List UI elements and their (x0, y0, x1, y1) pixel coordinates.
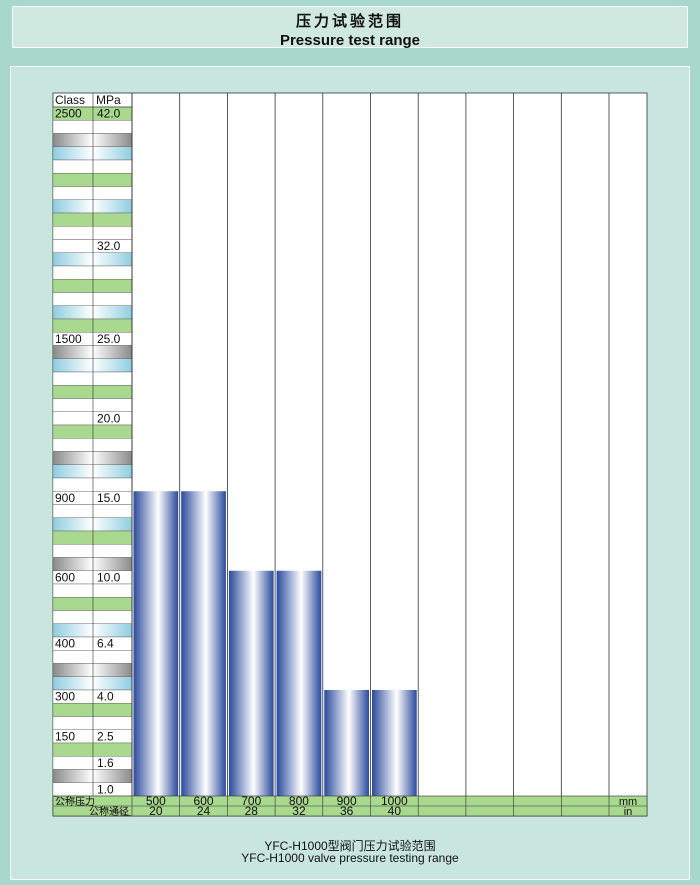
class-tick-label: 400 (55, 637, 75, 651)
scale-row (52, 173, 133, 187)
mm-label: 500 (146, 794, 166, 808)
scale-row (52, 597, 133, 611)
scale-row (52, 742, 133, 757)
mpa-tick-label: 10.0 (97, 570, 121, 584)
scale-row (52, 610, 133, 624)
mm-label: 700 (241, 794, 261, 808)
class-tick-label: 150 (55, 729, 75, 743)
scale-row (52, 212, 133, 227)
mm-label: 600 (194, 794, 214, 808)
corner-diagonal (52, 795, 133, 817)
scale-row (52, 146, 133, 161)
scale-row (52, 703, 133, 717)
scale-row (52, 438, 133, 452)
mpa-tick-label: 32.0 (97, 239, 121, 253)
scale-row (52, 756, 133, 770)
scale-row (52, 544, 133, 558)
unit-mm: mm (619, 796, 637, 808)
scale-row (52, 477, 133, 492)
scale-row (52, 530, 133, 545)
scale-row (52, 358, 133, 373)
title-banner: 压力试验范围 Pressure test range (12, 6, 688, 49)
mpa-tick-label: 1.0 (97, 782, 114, 796)
scale-row (52, 252, 133, 267)
mpa-tick-label: 1.6 (97, 756, 114, 770)
mm-label: 900 (337, 794, 357, 808)
scale-row (52, 676, 133, 691)
scale-row (52, 716, 133, 730)
title-cn: 压力试验范围 (295, 13, 404, 30)
scale-row (52, 769, 133, 783)
nominal-diameter-label: 公称通径 (89, 805, 129, 818)
class-header: Class (55, 93, 85, 107)
scale-row (52, 451, 133, 465)
mpa-tick-label: 42.0 (97, 107, 121, 121)
scale-row (52, 265, 133, 280)
scale-row (52, 133, 133, 147)
mpa-tick-label: 4.0 (97, 690, 114, 704)
class-tick-label: 600 (55, 570, 75, 584)
scale-row (52, 318, 133, 333)
scale-row (52, 424, 133, 439)
bar (324, 690, 369, 796)
in-label: 20 (149, 804, 163, 818)
caption-en: YFC-H1000 valve pressure testing range (241, 851, 459, 865)
mpa-tick-label: 2.5 (97, 729, 114, 743)
class-tick-label: 1500 (55, 332, 82, 346)
mpa-header: MPa (96, 93, 121, 107)
in-label: 40 (388, 804, 402, 818)
caption-cn: YFC-H1000型阀门压力试验范围 (264, 839, 436, 853)
in-label: 32 (292, 804, 306, 818)
scale-row (52, 371, 133, 386)
class-tick-label: 300 (55, 690, 75, 704)
mpa-tick-label: 15.0 (97, 491, 121, 505)
scale-row (52, 398, 133, 412)
scale-row (52, 663, 133, 677)
scale-row (52, 504, 133, 518)
bar (372, 690, 417, 796)
scale-row (52, 305, 133, 320)
scale-row (52, 557, 133, 571)
class-tick-label: 2500 (55, 107, 82, 121)
unit-in: in (624, 806, 633, 818)
scale-row (52, 623, 133, 638)
bar (228, 570, 274, 796)
in-label: 28 (245, 804, 259, 818)
class-tick-label: 900 (55, 491, 75, 505)
bar (276, 570, 322, 796)
scale-row (52, 517, 133, 532)
in-label: 36 (340, 804, 354, 818)
scale-row (52, 345, 133, 359)
scale-row (52, 650, 133, 664)
nominal-pressure-label: 公称压力 (55, 795, 95, 808)
scale-row (52, 199, 133, 214)
scale-row (52, 583, 133, 598)
scale-row (52, 782, 133, 797)
mpa-tick-label: 25.0 (97, 332, 121, 346)
mpa-tick-label: 6.4 (97, 637, 114, 651)
title-en: Pressure test range (279, 32, 421, 49)
bar (133, 491, 179, 796)
scale-row (52, 385, 133, 399)
scale-row (52, 292, 133, 306)
mm-label: 800 (289, 794, 309, 808)
in-label: 24 (197, 804, 211, 818)
mm-label: 1000 (381, 794, 408, 808)
scale-row (52, 186, 133, 200)
scale-row (52, 226, 133, 240)
scale-row (52, 464, 133, 479)
scale-row (52, 279, 133, 293)
scale-row (52, 159, 133, 174)
bar (181, 491, 226, 796)
scale-row (52, 120, 133, 134)
mpa-tick-label: 20.0 (97, 411, 121, 425)
